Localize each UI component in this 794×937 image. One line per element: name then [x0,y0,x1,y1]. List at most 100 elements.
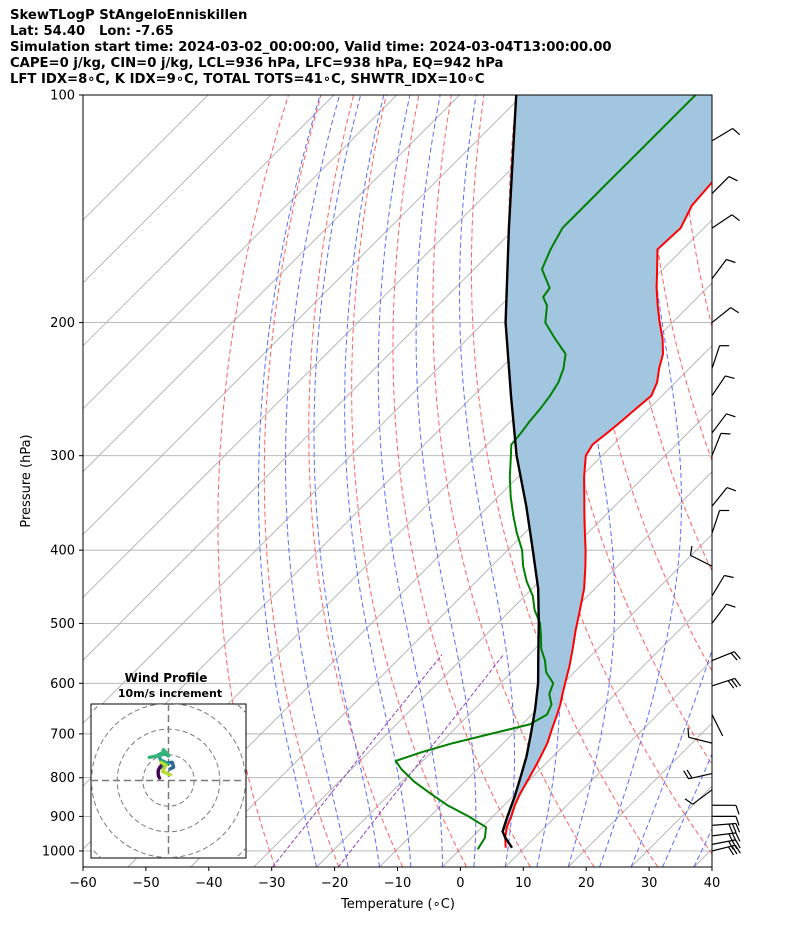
parcel-path-line [501,95,540,849]
barb-flag [727,680,735,689]
moist-adiabat-line [313,95,380,867]
barb-staff [711,714,724,737]
isotherm-line [83,95,586,599]
barb-flag [686,769,693,779]
barb-flag [731,214,740,222]
chart-header: SkewTLogP StAngeloEnniskillen Lat: 54.40… [10,8,612,88]
barb-flag [689,545,693,556]
dewpoint-line [394,95,697,850]
barb-staff [711,214,733,229]
wind-barb [711,677,741,689]
y-tick-label: 500 [50,617,75,632]
wind-barb [711,127,741,142]
moist-adiabat-line [415,95,477,867]
barb-flag [735,823,741,833]
wind-barb [711,375,735,397]
dry-adiabat-line [217,95,289,867]
isotherm-line [83,95,272,284]
moist-adiabat-line [377,95,443,867]
barb-flag [725,375,735,379]
wind-barb [711,432,731,456]
moist-adiabat-line [344,95,412,867]
time-line: Simulation start time: 2024-03-02_00:00:… [10,40,612,55]
dry-adiabat-line [432,95,595,867]
barb-staff [711,307,732,324]
barb-staff [711,651,735,662]
barb-staff [688,773,713,780]
wind-barbs [683,95,741,867]
barb-staff [711,259,727,280]
hodograph-subtitle: 10m/s increment [118,687,222,700]
mixing-ratio-line [337,654,504,867]
barb-flag [735,816,740,826]
barb-flag [726,487,737,492]
wind-barb [684,789,713,805]
wind-barb [711,804,740,815]
moist-adiabat-line [599,95,683,867]
isotherm-line [379,533,712,867]
moist-adiabat-line [459,95,515,867]
wind-barb [711,822,741,834]
barb-staff [711,433,722,456]
barb-flag [726,603,736,608]
isotherm-line [83,95,335,347]
profile-lines [394,95,712,850]
barb-staff [711,375,726,397]
isotherm-line [83,95,460,473]
barb-staff [711,832,736,837]
moist-adiabat-line [693,827,712,867]
isotherm-line [83,95,523,536]
x-axis-label: Temperature (∘C) [340,897,455,912]
dry-adiabat-line [646,95,712,462]
barb-flag [727,846,735,856]
isotherm-line [316,470,712,867]
wind-barb [687,727,713,744]
wind-barb [711,832,741,843]
x-tick-label: 10 [515,876,532,891]
x-tick-label: 40 [704,876,721,891]
y-tick-label: 700 [50,727,75,742]
barb-staff [692,789,713,805]
x-tick-label: −20 [321,876,348,891]
barb-flag [683,770,690,780]
isotherm-line [83,95,398,410]
wind-barb [711,176,738,194]
index-line: LFT IDX=8∘C, K IDX=9∘C, TOTAL TOTS=41∘C,… [10,72,485,87]
wind-barb [711,714,724,737]
barb-flag [728,823,734,834]
isotherm-line [442,596,712,867]
moist-adiabat-line [630,648,712,867]
isotherm-line [693,848,712,867]
y-tick-label: 300 [50,449,75,464]
y-tick-label: 800 [50,771,75,786]
isotherm-line [253,408,712,867]
chart-title: SkewTLogP StAngeloEnniskillen [10,8,248,23]
y-axis-label: Pressure (hPa) [19,434,34,527]
axes: −60 −50 −40 −30 −20 −10 0 10 20 30 40 1000 900 800 700… [42,89,720,892]
dry-adiabat-line [745,95,794,867]
x-tick-label: −60 [69,876,96,891]
isotherm-line [504,659,712,867]
barb-flag [735,832,741,842]
barb-flag [726,413,736,418]
barb-flag [726,258,736,264]
barb-flag [732,128,741,136]
y-tick-label: 200 [50,316,75,331]
x-tick-label: −10 [384,876,411,891]
isotherm-line [757,95,794,867]
moist-adiabat-line [258,95,321,867]
barb-flag [730,307,740,314]
cape-line: CAPE=0 j/kg, CIN=0 j/kg, LCL=936 hPa, LF… [10,56,504,71]
barb-staff [711,487,728,507]
barb-flag [730,679,738,688]
moist-adiabat-line [285,95,349,867]
wind-barb [711,487,737,507]
x-tick-label: −40 [195,876,222,891]
barb-staff [711,345,721,369]
wind-barb [711,345,730,369]
barb-flag [733,651,741,660]
y-tick-label: 100 [50,89,75,104]
dry-adiabat-line [711,95,712,102]
y-tick-label: 900 [50,810,75,825]
